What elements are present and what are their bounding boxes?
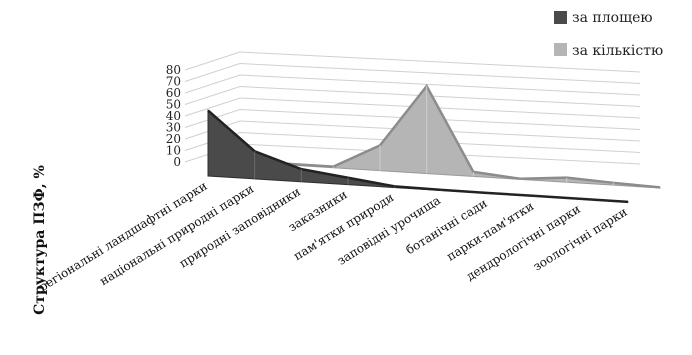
gridline [184, 51, 641, 73]
y-axis-label: Структура ПЗФ, % [32, 165, 48, 315]
legend-label-area: за площею [572, 10, 653, 26]
gridline [184, 108, 641, 130]
gridline [184, 85, 641, 107]
gridline [184, 120, 641, 142]
gridlines [184, 51, 641, 165]
legend-label-count: за кількістю [572, 43, 663, 59]
y-tick-label: 20 [166, 132, 181, 146]
series-front-layer [207, 109, 629, 204]
legend-swatch-count [554, 43, 567, 56]
series-top-edge-1 [239, 83, 661, 189]
y-tick-label: 10 [166, 144, 181, 158]
y-tick-label: 40 [166, 109, 181, 123]
series-top-edge-0 [207, 109, 629, 204]
gridline [184, 74, 641, 96]
chart-legend: за площею за кількістю [554, 10, 663, 59]
y-tick-label: 30 [166, 121, 181, 135]
gridline [184, 131, 641, 153]
gridline [184, 97, 641, 119]
y-tick-label: 60 [166, 86, 181, 100]
y-tick-label: 50 [166, 98, 181, 112]
gridline [184, 62, 641, 84]
legend-swatch-area [554, 11, 567, 24]
y-tick-label: 70 [166, 75, 181, 89]
y-tick-label: 80 [166, 63, 181, 77]
y-tick-label: 0 [173, 155, 181, 169]
